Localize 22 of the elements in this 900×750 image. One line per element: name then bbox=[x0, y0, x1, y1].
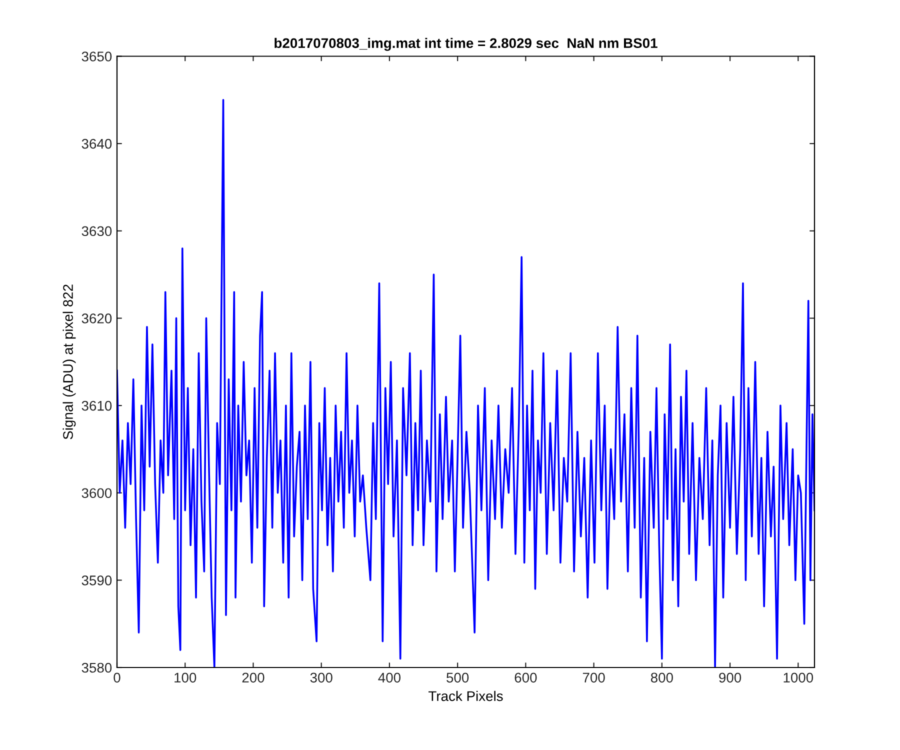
x-tick-label: 700 bbox=[582, 672, 605, 683]
y-tick-label: 3590 bbox=[82, 576, 112, 586]
x-tick-label: 300 bbox=[310, 672, 332, 683]
y-tick-label: 3630 bbox=[82, 226, 112, 236]
y-tick-label: 3650 bbox=[82, 52, 112, 62]
x-tick-label: 400 bbox=[378, 672, 401, 683]
x-tick-label: 900 bbox=[719, 672, 742, 683]
x-tick-label: 600 bbox=[514, 672, 537, 683]
y-axis-title: Signal (ADU) at pixel 822 bbox=[62, 284, 76, 440]
x-tick-label: 500 bbox=[446, 672, 469, 683]
y-tick-label: 3640 bbox=[82, 138, 112, 149]
x-axis-title: Track Pixels bbox=[428, 690, 503, 702]
x-tick-label: 0 bbox=[114, 672, 120, 683]
x-tick-label: 200 bbox=[242, 672, 264, 683]
y-tick-label: 3600 bbox=[82, 488, 112, 498]
chart-title: b2017070803_img.mat int time = 2.8029 sec NaN nm BS01 bbox=[274, 38, 658, 51]
x-tick-label: 800 bbox=[650, 672, 673, 683]
x-tick-label: 1000 bbox=[784, 672, 814, 683]
y-tick-label: 3620 bbox=[82, 314, 112, 324]
y-tick-label: 3580 bbox=[82, 662, 112, 673]
y-tick-label: 3610 bbox=[82, 400, 112, 411]
x-tick-label: 100 bbox=[174, 672, 196, 683]
